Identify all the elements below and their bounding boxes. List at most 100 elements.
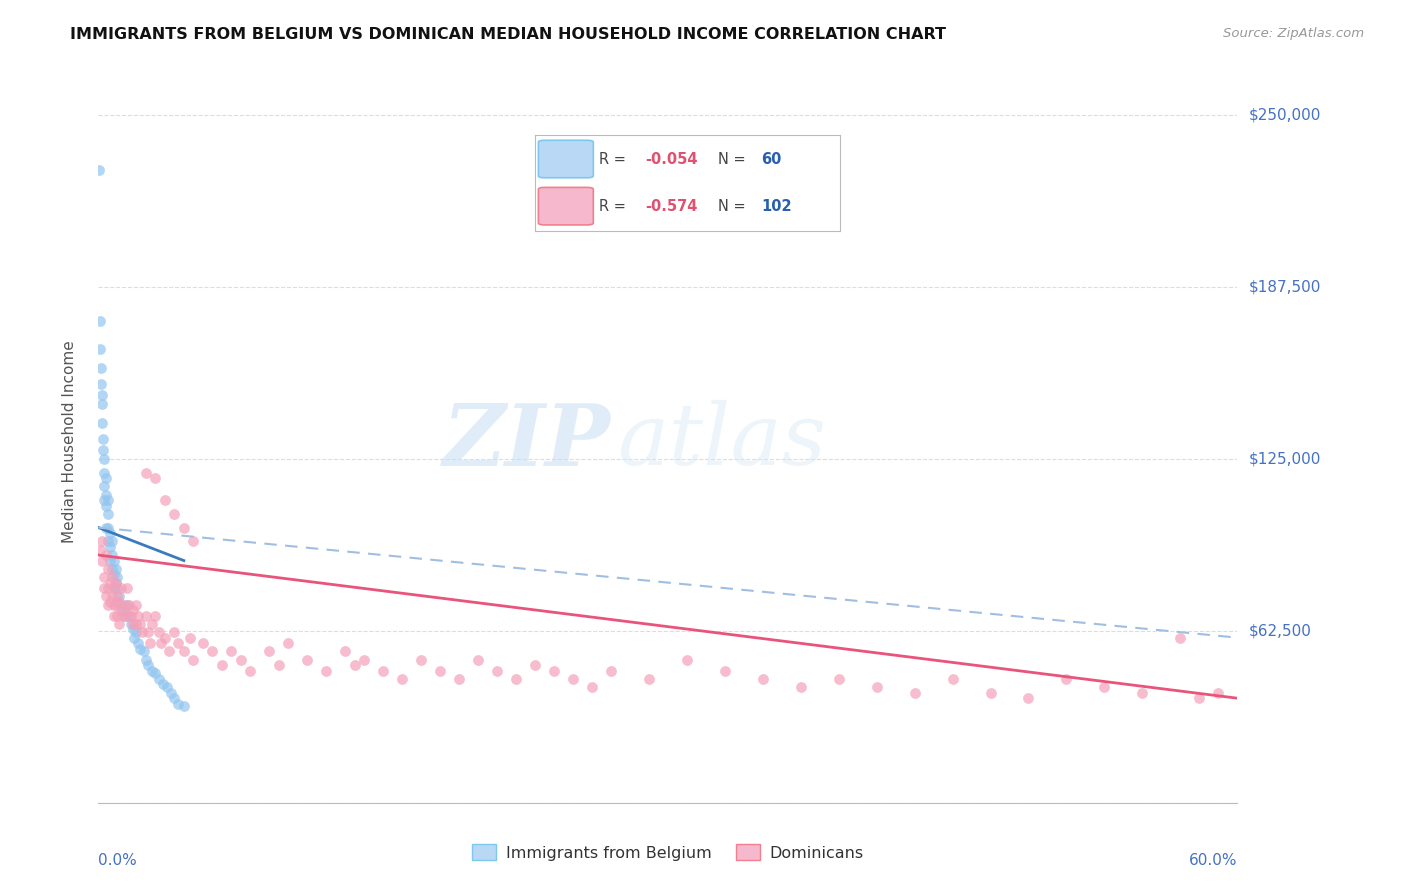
- Point: [97, 507, 120, 521]
- Text: 0.0%: 0.0%: [98, 854, 138, 869]
- Point: [543, 664, 565, 678]
- Point: [449, 672, 471, 686]
- Point: [121, 623, 143, 637]
- Text: R =: R =: [599, 199, 631, 214]
- Point: [790, 680, 813, 694]
- Point: [127, 636, 149, 650]
- Point: [103, 567, 125, 582]
- Text: $62,500: $62,500: [1249, 624, 1312, 639]
- Point: [104, 562, 127, 576]
- Text: N =: N =: [718, 152, 751, 167]
- Text: $187,500: $187,500: [1249, 279, 1320, 294]
- Point: [110, 598, 132, 612]
- Point: [93, 451, 115, 466]
- Point: [1056, 672, 1078, 686]
- Point: [118, 608, 141, 623]
- Point: [110, 603, 132, 617]
- Point: [1018, 691, 1040, 706]
- Point: [93, 493, 115, 508]
- Point: [98, 595, 121, 609]
- Point: [524, 658, 547, 673]
- Point: [108, 590, 131, 604]
- Point: [752, 672, 775, 686]
- Point: [112, 608, 135, 623]
- Text: $125,000: $125,000: [1249, 451, 1320, 467]
- Point: [125, 625, 148, 640]
- Point: [141, 616, 163, 631]
- Point: [1094, 680, 1116, 694]
- Point: [91, 433, 114, 447]
- Point: [90, 377, 112, 392]
- Point: [91, 416, 114, 430]
- Point: [183, 534, 205, 549]
- Point: [157, 644, 180, 658]
- Point: [145, 471, 167, 485]
- Point: [148, 625, 170, 640]
- Point: [98, 540, 121, 554]
- Point: [163, 625, 186, 640]
- Point: [98, 553, 121, 567]
- Point: [714, 664, 737, 678]
- Point: [89, 314, 111, 328]
- Point: [942, 672, 965, 686]
- Text: R =: R =: [599, 152, 631, 167]
- Point: [91, 397, 114, 411]
- Point: [150, 636, 173, 650]
- Point: [97, 562, 120, 576]
- Text: 60.0%: 60.0%: [1189, 854, 1237, 869]
- Point: [107, 570, 129, 584]
- Point: [183, 653, 205, 667]
- Point: [221, 644, 243, 658]
- Point: [89, 542, 111, 557]
- Point: [91, 388, 114, 402]
- Point: [138, 636, 160, 650]
- Point: [297, 653, 319, 667]
- Point: [89, 342, 111, 356]
- Point: [97, 493, 120, 508]
- Point: [979, 686, 1001, 700]
- Text: N =: N =: [718, 199, 751, 214]
- Point: [411, 653, 433, 667]
- Point: [167, 697, 190, 711]
- Point: [121, 616, 143, 631]
- Point: [91, 534, 114, 549]
- Point: [167, 636, 190, 650]
- Point: [163, 691, 186, 706]
- Point: [104, 598, 127, 612]
- Point: [1208, 686, 1230, 700]
- Text: atlas: atlas: [617, 401, 825, 483]
- Point: [429, 664, 451, 678]
- Point: [97, 581, 120, 595]
- Point: [145, 666, 167, 681]
- Point: [343, 658, 366, 673]
- Point: [108, 616, 131, 631]
- Point: [100, 590, 122, 604]
- Point: [136, 625, 159, 640]
- Point: [97, 534, 120, 549]
- Point: [89, 162, 111, 177]
- Point: [91, 553, 114, 567]
- Point: [104, 575, 127, 590]
- Text: 60: 60: [761, 152, 782, 167]
- Point: [277, 636, 299, 650]
- Point: [259, 644, 281, 658]
- Point: [115, 608, 138, 623]
- Point: [120, 608, 142, 623]
- Point: [103, 553, 125, 567]
- Point: [115, 581, 138, 595]
- Point: [90, 360, 112, 375]
- Point: [191, 636, 214, 650]
- Point: [153, 631, 176, 645]
- Point: [353, 653, 375, 667]
- Point: [132, 644, 155, 658]
- Y-axis label: Median Household Income: Median Household Income: [62, 340, 77, 543]
- Point: [100, 534, 122, 549]
- Point: [148, 672, 170, 686]
- Point: [103, 581, 125, 595]
- Point: [125, 598, 148, 612]
- Point: [97, 520, 120, 534]
- Text: $250,000: $250,000: [1249, 107, 1320, 122]
- Point: [676, 653, 699, 667]
- Point: [112, 603, 135, 617]
- Point: [581, 680, 603, 694]
